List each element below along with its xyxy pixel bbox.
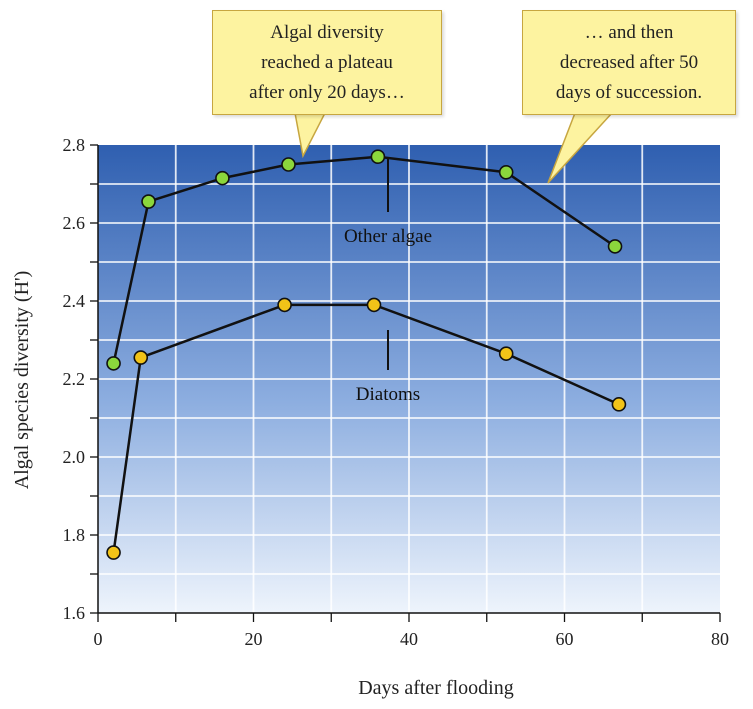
y-axis-label: Algal species diversity (H') bbox=[11, 271, 33, 490]
y-tick-label: 1.6 bbox=[63, 603, 86, 623]
x-tick-label: 20 bbox=[245, 629, 263, 649]
y-tick-label: 2.2 bbox=[63, 369, 86, 389]
x-tick-label: 80 bbox=[711, 629, 729, 649]
other-algae-point bbox=[141, 194, 156, 209]
y-tick-label: 2.0 bbox=[63, 447, 86, 467]
decrease-callout-line-2: decreased after 50 bbox=[559, 52, 699, 73]
diatoms-point bbox=[366, 297, 382, 313]
decrease-callout: … and then decreased after 50 days of su… bbox=[522, 10, 736, 115]
y-tick-label: 2.8 bbox=[63, 135, 86, 155]
plateau-callout-line-3: after only 20 days… bbox=[249, 82, 405, 103]
diatoms-point bbox=[277, 297, 292, 313]
other-algae-point bbox=[607, 239, 623, 254]
y-tick-label: 2.6 bbox=[63, 213, 86, 233]
x-tick-label: 0 bbox=[94, 629, 103, 649]
other-algae-point bbox=[215, 170, 230, 186]
other-algae-point bbox=[498, 165, 514, 180]
x-axis-label: Days after flooding bbox=[358, 677, 514, 699]
other-algae-point bbox=[106, 356, 121, 371]
decrease-callout-line-1: … and then bbox=[584, 22, 674, 43]
other-algae-label: Other algae bbox=[344, 226, 432, 247]
diatoms-point bbox=[611, 397, 627, 412]
x-tick-label: 40 bbox=[400, 629, 418, 649]
plateau-callout-line-1: Algal diversity bbox=[270, 22, 384, 43]
grid bbox=[98, 145, 720, 613]
x-tick-label: 60 bbox=[556, 629, 574, 649]
diatoms-line bbox=[112, 303, 620, 553]
other-algae-point bbox=[281, 157, 296, 172]
series-layer bbox=[106, 149, 627, 560]
other-algae-point bbox=[370, 149, 386, 164]
diatoms-point bbox=[498, 346, 514, 361]
axes: 0 20 40 60 80 1.6 1.8 2.0 2.2 2.4 2.6 2.8 bbox=[63, 135, 730, 649]
plateau-callout: Algal diversity reached a plateau after … bbox=[212, 10, 442, 115]
diatoms-point bbox=[133, 350, 149, 365]
decrease-callout-line-3: days of succession. bbox=[555, 82, 703, 103]
y-tick-label: 1.8 bbox=[63, 525, 86, 545]
diatoms-label: Diatoms bbox=[356, 384, 420, 405]
y-tick-label: 2.4 bbox=[63, 291, 86, 311]
diatoms-point bbox=[106, 545, 121, 560]
plateau-callout-line-2: reached a plateau bbox=[261, 52, 393, 73]
